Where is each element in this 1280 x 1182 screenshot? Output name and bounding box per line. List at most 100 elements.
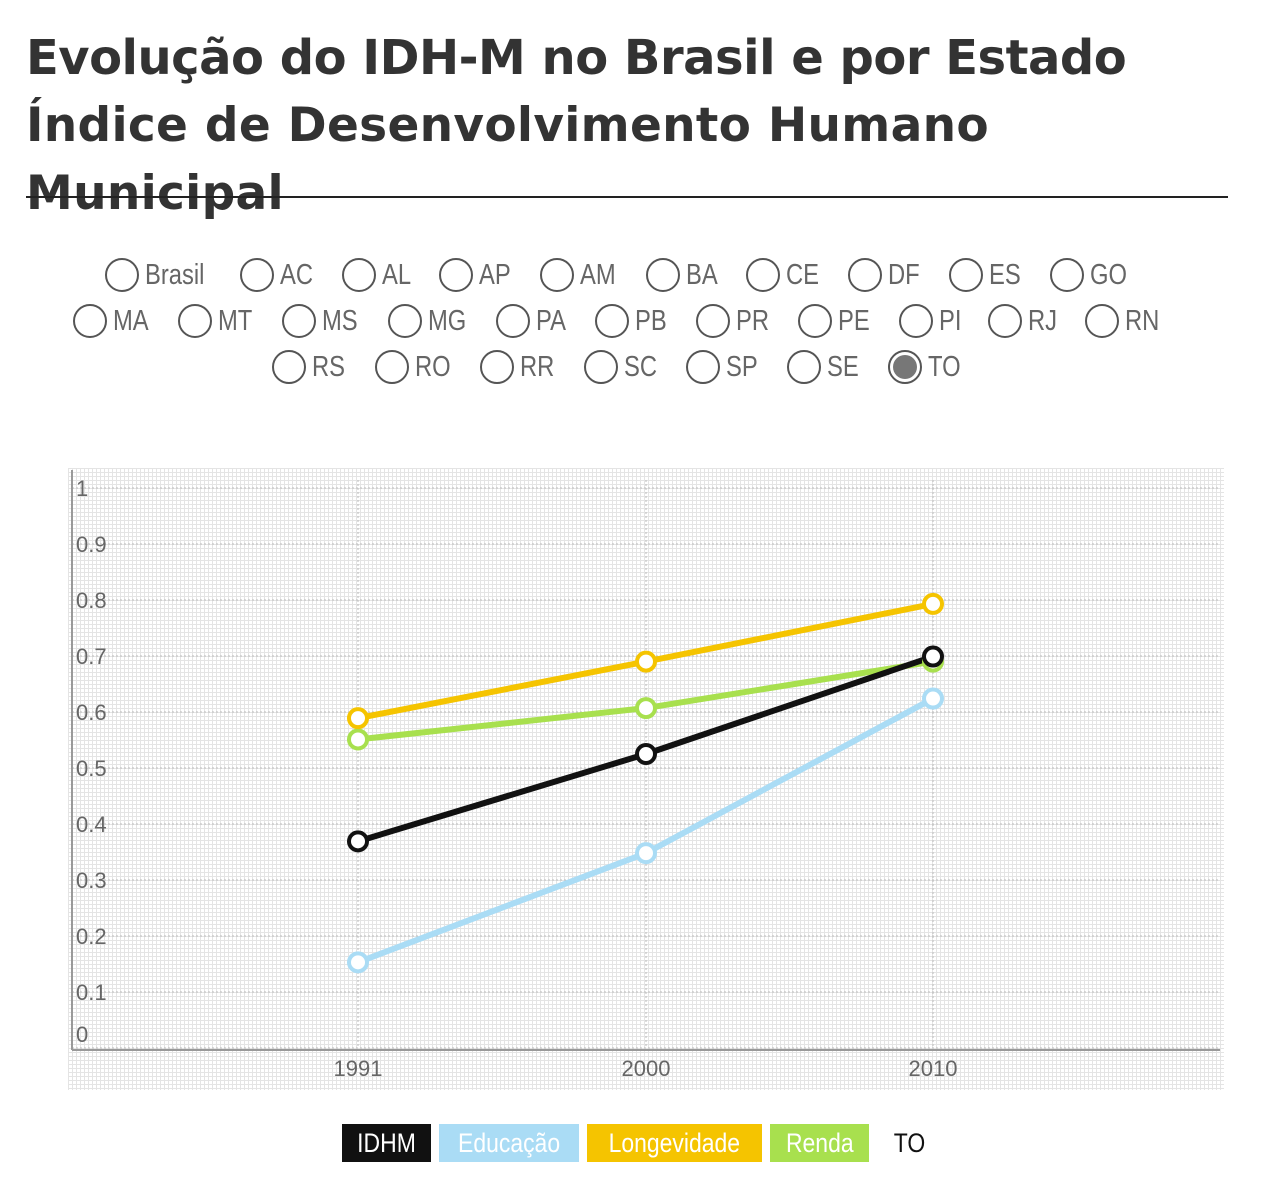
- state-option-sc[interactable]: SC: [584, 347, 664, 387]
- state-option-label: Brasil: [145, 258, 205, 291]
- data-point-renda: [347, 728, 369, 751]
- radio-button[interactable]: [72, 304, 107, 338]
- state-option-label: ES: [989, 258, 1021, 291]
- state-option-es[interactable]: ES: [949, 255, 1028, 295]
- state-option-ma[interactable]: MA: [72, 301, 157, 341]
- radio-button[interactable]: [496, 304, 531, 338]
- data-point-idhm: [922, 645, 944, 668]
- radio-button[interactable]: [594, 304, 629, 338]
- radio-button[interactable]: [1049, 258, 1084, 292]
- state-option-ap[interactable]: AP: [439, 255, 518, 295]
- radio-button[interactable]: [797, 304, 832, 338]
- divider: [26, 196, 1228, 198]
- radio-button[interactable]: [695, 304, 730, 338]
- state-option-ro[interactable]: RO: [374, 347, 459, 387]
- radio-button[interactable]: [341, 258, 376, 292]
- radio-button[interactable]: [439, 258, 474, 292]
- radio-button[interactable]: [746, 258, 781, 292]
- legend-label: Educação: [458, 1127, 561, 1158]
- state-option-pe[interactable]: PE: [797, 301, 877, 341]
- legend-item-educacao: Educação: [439, 1124, 580, 1162]
- state-option-mt[interactable]: MT: [178, 301, 260, 341]
- y-tick-label: 0.1: [76, 980, 107, 1005]
- radio-button[interactable]: [686, 350, 721, 384]
- state-option-label: MA: [112, 304, 149, 337]
- data-point-educacao: [635, 842, 657, 865]
- radio-button[interactable]: [178, 304, 213, 338]
- legend-item-idhm: IDHM: [342, 1124, 431, 1162]
- state-option-label: PI: [938, 304, 962, 337]
- radio-button[interactable]: [887, 350, 922, 384]
- state-option-rs[interactable]: RS: [272, 347, 352, 387]
- radio-button[interactable]: [584, 350, 619, 384]
- state-option-label: PE: [837, 304, 870, 337]
- radio-button[interactable]: [540, 258, 574, 292]
- state-option-rr[interactable]: RR: [480, 347, 562, 387]
- radio-button[interactable]: [787, 350, 822, 384]
- state-option-se[interactable]: SE: [787, 347, 866, 387]
- state-option-pi[interactable]: PI: [898, 301, 966, 341]
- state-option-label: RS: [312, 350, 346, 383]
- state-option-df[interactable]: DF: [848, 255, 927, 295]
- legend-item-renda: Renda: [769, 1124, 870, 1162]
- state-option-pa[interactable]: PA: [496, 301, 573, 341]
- state-option-label: TO: [927, 350, 961, 383]
- legend-item-longevidade: Longevidade: [587, 1124, 762, 1162]
- radio-button[interactable]: [282, 304, 317, 338]
- state-option-label: BA: [685, 258, 718, 291]
- legend-label: IDHM: [357, 1127, 416, 1158]
- radio-button[interactable]: [645, 258, 680, 292]
- radio-button[interactable]: [898, 304, 933, 338]
- radio-button[interactable]: [949, 258, 984, 292]
- y-tick-label: 0.4: [76, 812, 107, 837]
- data-point-longevidade: [347, 707, 369, 730]
- chart-area: 0 0.1 0.2 0.3 0.4 0.5 0.6 0.7 0.8 0.9 1 1991 2000 201…: [68, 468, 1224, 1090]
- state-option-label: PA: [536, 304, 567, 337]
- radio-button[interactable]: [272, 350, 307, 384]
- radio-button[interactable]: [239, 258, 274, 292]
- y-tick-label: 0.5: [76, 756, 107, 781]
- state-option-ms[interactable]: MS: [282, 301, 366, 341]
- radio-button[interactable]: [480, 350, 515, 384]
- page-title: Evolução do IDH-M no Brasil e por Estado: [26, 30, 1127, 86]
- legend-label: Longevidade: [608, 1127, 741, 1158]
- state-option-ac[interactable]: AC: [239, 255, 320, 295]
- state-option-mg[interactable]: MG: [387, 301, 475, 341]
- state-option-rj[interactable]: RJ: [987, 301, 1063, 341]
- page-subtitle: Índice de Desenvolvimento Humano Municip…: [26, 98, 989, 221]
- data-point-educacao: [922, 687, 944, 710]
- radio-button[interactable]: [387, 304, 422, 338]
- y-tick-label: 0: [76, 1022, 88, 1047]
- legend-state-label: TO: [894, 1127, 926, 1158]
- state-option-to[interactable]: TO: [887, 347, 968, 387]
- y-tick-label: 0.9: [76, 532, 107, 557]
- state-option-label: MG: [427, 304, 466, 337]
- state-option-al[interactable]: AL: [341, 255, 417, 295]
- state-option-label: PB: [634, 304, 667, 337]
- state-option-pb[interactable]: PB: [594, 301, 674, 341]
- state-option-label: RN: [1125, 304, 1160, 337]
- y-tick-label: 0.2: [76, 924, 107, 949]
- radio-button[interactable]: [1085, 304, 1120, 338]
- state-option-go[interactable]: GO: [1049, 255, 1135, 295]
- radio-button[interactable]: [374, 350, 409, 384]
- state-option-am[interactable]: AM: [540, 255, 624, 295]
- state-option-brasil[interactable]: Brasil: [105, 255, 218, 295]
- state-option-sp[interactable]: SP: [686, 347, 765, 387]
- state-option-ce[interactable]: CE: [746, 255, 826, 295]
- data-point-idhm: [347, 830, 369, 853]
- state-option-label: MT: [218, 304, 253, 337]
- y-tick-label: 0.8: [76, 588, 107, 613]
- radio-dot-icon: [892, 355, 917, 379]
- radio-button[interactable]: [848, 258, 883, 292]
- radio-button[interactable]: [987, 304, 1022, 338]
- state-option-label: AM: [580, 258, 616, 291]
- radio-button[interactable]: [105, 258, 140, 292]
- state-option-ba[interactable]: BA: [645, 255, 725, 295]
- state-option-label: RJ: [1027, 304, 1058, 337]
- state-option-pr[interactable]: PR: [695, 301, 776, 341]
- state-option-label: PR: [735, 304, 769, 337]
- state-option-label: SE: [827, 350, 859, 383]
- state-option-label: AL: [381, 258, 411, 291]
- state-option-rn[interactable]: RN: [1085, 301, 1167, 341]
